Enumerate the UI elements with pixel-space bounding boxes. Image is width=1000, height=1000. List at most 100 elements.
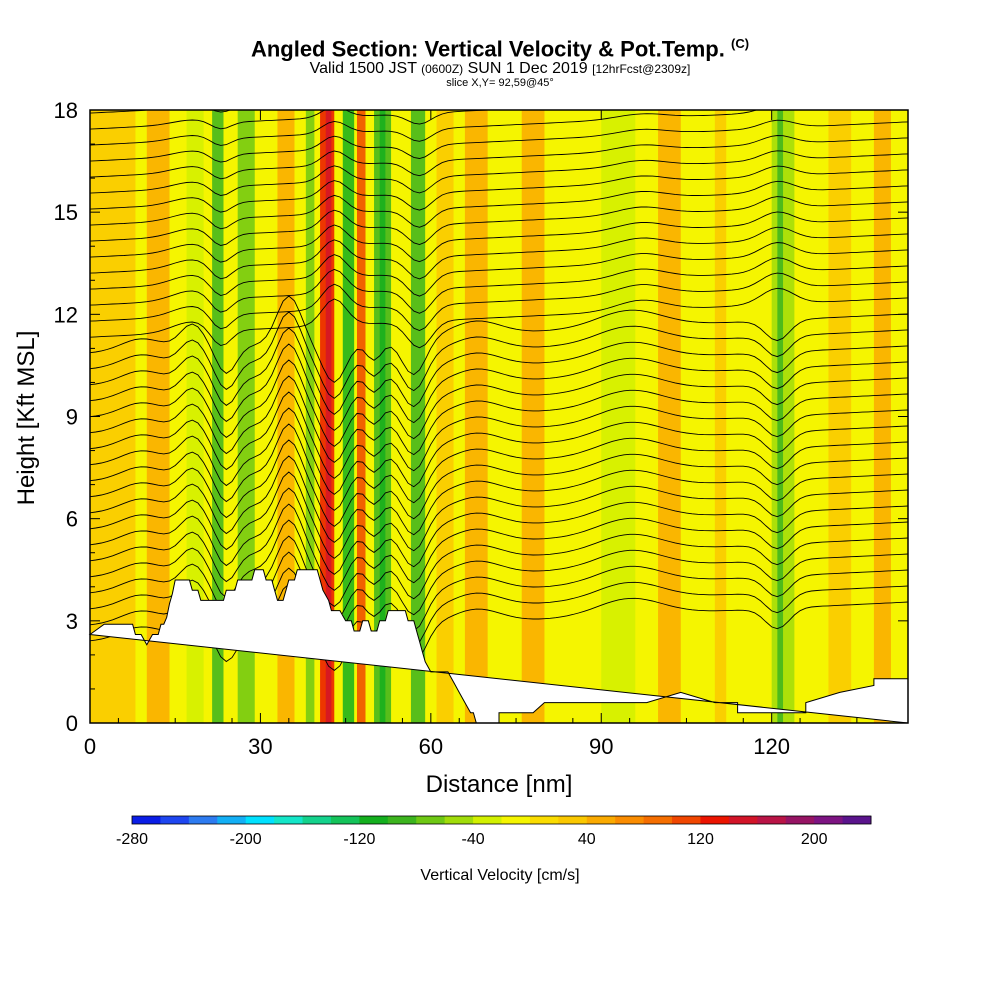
y-tick-label: 9 [66, 405, 78, 430]
colorbar-swatch [274, 816, 304, 824]
y-tick-label: 18 [54, 98, 78, 123]
colorbar-swatch [188, 816, 218, 824]
chart-title: Angled Section: Vertical Velocity & Pot.… [250, 36, 750, 62]
velocity-band [601, 110, 636, 723]
velocity-band [146, 110, 170, 723]
velocity-band [356, 110, 366, 723]
velocity-band [873, 110, 891, 723]
isentrope-line [90, 211, 908, 263]
x-tick-label: 90 [589, 734, 613, 759]
colorbar-swatch [842, 816, 872, 824]
velocity-band [464, 110, 488, 723]
colorbar-swatch [728, 816, 758, 824]
isentrope-line [90, 359, 908, 447]
isentrope-line [90, 110, 232, 114]
y-axis-title: Height [Kft MSL] [13, 331, 40, 506]
colorbar-swatch [529, 816, 559, 824]
colorbar-swatch [700, 816, 730, 824]
isentrope-line [90, 110, 498, 130]
velocity-band [828, 110, 852, 723]
isentrope-line [90, 375, 908, 463]
isentrope-line [90, 327, 908, 415]
x-tick-label: 0 [84, 734, 96, 759]
colorbar-tick-label: -280 [116, 831, 148, 848]
y-tick-label: 15 [54, 200, 78, 225]
slice-info: slice X,Y= 92,59@45° [446, 77, 554, 89]
velocity-band [212, 110, 224, 723]
isentrope-line [90, 503, 908, 591]
isentrope-line [90, 423, 908, 511]
colorbar-swatch [558, 816, 588, 824]
colorbar-swatch [615, 816, 645, 824]
colorbar: -280 -200 -120 -40 40 120 200 [116, 815, 872, 848]
velocity-band [325, 110, 332, 723]
colorbar-swatch [330, 816, 360, 824]
isentrope-line [90, 180, 908, 230]
velocity-band [777, 110, 784, 723]
isentrope-line [90, 487, 908, 575]
velocity-band [237, 110, 255, 723]
y-tick-label: 3 [66, 609, 78, 634]
isentrope-line [90, 58, 908, 97]
colorbar-swatch [586, 816, 616, 824]
velocity-field [90, 110, 891, 723]
isentrope-line [90, 196, 908, 246]
colorbar-tick-label: 40 [578, 831, 596, 848]
isentrope-line [90, 150, 908, 196]
isentrope-line [90, 42, 908, 81]
colorbar-swatch [501, 816, 531, 824]
x-axis-title: Distance [nm] [426, 771, 573, 798]
colorbar-swatch [416, 816, 446, 824]
isentrope-line [90, 242, 908, 297]
x-tick-label: 120 [753, 734, 790, 759]
colorbar-tick-label: 200 [801, 831, 828, 848]
colorbar-swatch [132, 816, 161, 824]
terrain [88, 569, 909, 724]
isentrope-line [90, 391, 908, 479]
colorbar-swatch [757, 816, 787, 824]
velocity-band [658, 110, 681, 723]
colorbar-tick-label: 120 [687, 831, 714, 848]
isentrope-line [90, 439, 908, 527]
valid-time-line: Valid 1500 JST (0600Z) SUN 1 Dec 2019 [1… [309, 60, 691, 77]
colorbar-swatch [160, 816, 190, 824]
x-tick-label: 60 [419, 734, 443, 759]
velocity-band [410, 110, 426, 723]
y-tick-label: 12 [54, 302, 78, 327]
velocity-band [186, 110, 204, 723]
colorbar-swatch [359, 816, 389, 824]
isentrope-line [90, 272, 908, 331]
colorbar-title: Vertical Velocity [cm/s] [420, 867, 579, 884]
velocity-band [714, 110, 727, 723]
colorbar-tick-label: -120 [343, 831, 375, 848]
isentrope-line [90, 295, 908, 383]
colorbar-swatch [444, 816, 474, 824]
colorbar-tick-label: -40 [462, 831, 485, 848]
axis-ticks: 0 30 60 90 120 0 3 6 9 12 15 18 [54, 98, 908, 759]
isentrope-line [90, 226, 908, 280]
velocity-band [771, 110, 795, 723]
colorbar-swatch [245, 816, 275, 824]
colorbar-frame [131, 815, 872, 825]
velocity-band [521, 110, 545, 723]
isentrope-line [90, 471, 908, 559]
isentrope-line [90, 287, 908, 349]
isentrope-line [90, 583, 908, 671]
colorbar-tick-label: -200 [230, 831, 262, 848]
velocity-band [342, 110, 355, 723]
isentrope-line [90, 135, 908, 180]
isentrope-line [90, 407, 908, 495]
isentrope-line [90, 455, 908, 543]
isentrope-line [90, 311, 908, 399]
colorbar-swatch [785, 816, 815, 824]
y-tick-label: 6 [66, 507, 78, 532]
velocity-band [305, 110, 315, 723]
potential-temperature-contours [90, 42, 908, 671]
isentrope-line [90, 257, 908, 314]
colorbar-swatch [217, 816, 247, 824]
isentrope-line [90, 165, 908, 213]
colorbar-swatch [643, 816, 673, 824]
colorbar-swatch [814, 816, 844, 824]
y-tick-label: 0 [66, 711, 78, 736]
